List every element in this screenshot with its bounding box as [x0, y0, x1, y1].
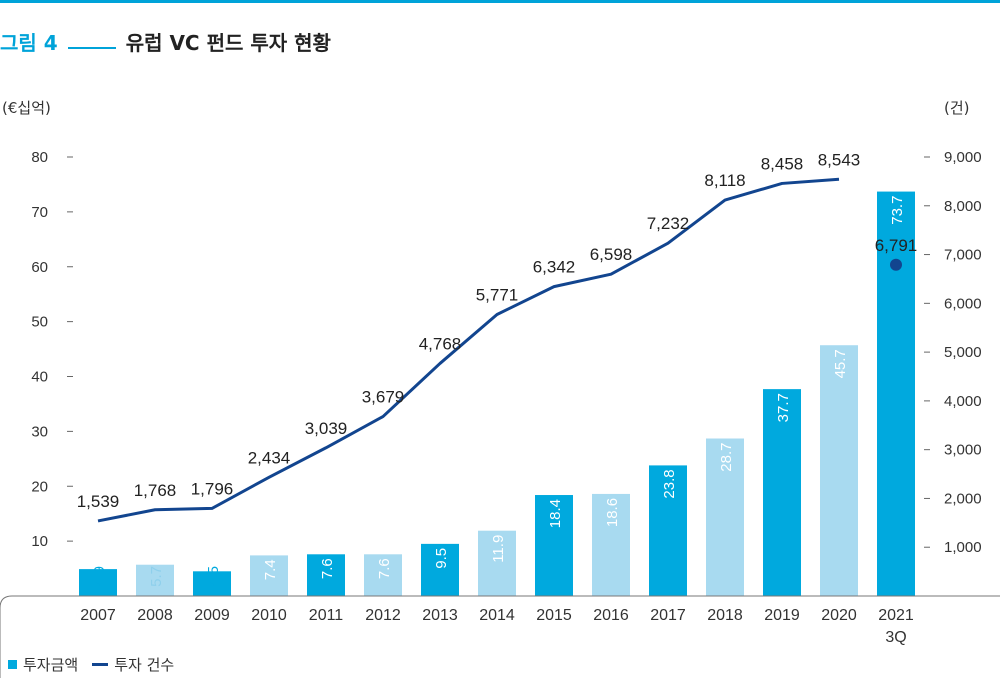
- right-axis-tick-label: 2,000: [944, 490, 982, 507]
- bar-value-label: 9.5: [433, 548, 450, 569]
- x-axis-category-label: 2008: [137, 607, 173, 624]
- line-value-label: 1,796: [191, 479, 234, 498]
- top-rule: [0, 0, 1000, 3]
- bar: [649, 465, 687, 596]
- left-axis-tick-label: 10: [31, 533, 48, 550]
- x-axis-category-label: 2016: [593, 607, 629, 624]
- bar-value-label: 4.9: [91, 566, 108, 587]
- x-axis-category-label: 2019: [764, 607, 800, 624]
- bar: [250, 555, 288, 596]
- bar: [820, 345, 858, 596]
- legend-line-swatch: [92, 663, 109, 666]
- line-series: [97, 177, 840, 523]
- line-value-label: 3,039: [305, 419, 348, 438]
- left-axis-tick-label: 60: [31, 259, 48, 276]
- bar: [136, 564, 174, 596]
- bar-value-label: 7.4: [262, 559, 279, 580]
- left-axis-tick-label: 40: [31, 369, 48, 386]
- bar-value-label: 11.9: [490, 535, 507, 563]
- bar: [193, 571, 231, 596]
- x-axis-category-label: 2011: [309, 607, 344, 624]
- figure-number: 그림 4: [0, 30, 58, 55]
- bar: [79, 569, 117, 596]
- right-axis-tick-label: 6,000: [944, 295, 982, 312]
- legend-bar-swatch: [8, 660, 17, 669]
- bar: [364, 554, 402, 596]
- line-value-label: 6,598: [590, 245, 633, 264]
- x-axis-category-label: 2017: [650, 607, 686, 624]
- right-axis-tick-label: 7,000: [944, 247, 982, 264]
- x-axis-category-label: 2010: [251, 607, 287, 624]
- left-axis-unit: (€십억): [2, 99, 51, 117]
- bar-value-label: 7.6: [376, 558, 393, 579]
- legend-line-label: 투자 건수: [114, 656, 175, 674]
- x-axis-category-label: 2012: [365, 607, 401, 624]
- line-value-label: 3,679: [362, 388, 405, 407]
- bar-value-label: 7.6: [319, 558, 336, 579]
- line-value-label: 6,342: [533, 258, 576, 277]
- left-axis-tick-label: 80: [31, 149, 48, 166]
- bar: [706, 438, 744, 596]
- bar-value-label: 18.6: [604, 498, 621, 527]
- bar: [421, 543, 459, 596]
- legend: 투자금액 투자 건수: [8, 654, 174, 675]
- x-axis-category-label: 3Q: [885, 629, 906, 646]
- x-axis-category-label: 2018: [707, 607, 743, 624]
- line-value-label: 7,232: [647, 214, 690, 233]
- x-axis-category-label: 2020: [821, 607, 857, 624]
- line-value-label: 8,118: [704, 171, 745, 190]
- bar-value-label: 18.4: [547, 499, 564, 528]
- bar: [763, 389, 801, 596]
- left-axis-tick-label: 50: [31, 314, 48, 331]
- line-value-label: 5,771: [476, 286, 519, 305]
- right-axis-tick-label: 5,000: [944, 344, 982, 361]
- line-value-label: 2,434: [248, 448, 291, 467]
- bar: [478, 530, 516, 596]
- bar: [535, 495, 573, 596]
- bar-value-label: 45.7: [832, 349, 849, 378]
- right-axis-tick-label: 1,000: [944, 539, 982, 556]
- x-axis-category-label: 2015: [536, 607, 572, 624]
- line-value-label: 8,458: [761, 154, 804, 173]
- right-axis-tick-label: 3,000: [944, 442, 982, 459]
- bar-value-label: 37.7: [775, 393, 792, 422]
- right-axis-unit: (건): [944, 99, 970, 117]
- bar-value-label: 23.8: [661, 469, 678, 498]
- line-value-label: 1,768: [134, 481, 177, 500]
- bar: [592, 493, 630, 596]
- figure-title: 유럽 VC 펀드 투자 현황: [125, 30, 331, 55]
- bar-value-label: 5.7: [148, 566, 165, 587]
- x-axis-baseline: [0, 595, 1000, 678]
- x-axis-category-label: 2007: [80, 607, 116, 624]
- x-axis-category-label: 2013: [422, 607, 458, 624]
- left-axis-tick-label: 70: [31, 204, 48, 221]
- right-axis-tick-label: 9,000: [944, 149, 982, 166]
- x-axis-category-label: 2021: [878, 607, 914, 624]
- bar-value-label: 4.5: [205, 566, 222, 587]
- right-axis-tick-label: 4,000: [944, 393, 982, 410]
- bar: [307, 554, 345, 596]
- left-axis-tick-label: 30: [31, 423, 48, 440]
- line-value-label: 1,539: [77, 492, 120, 511]
- bar-value-label: 73.7: [889, 196, 906, 225]
- line-value-label: 4,768: [419, 334, 462, 353]
- legend-bar-label: 투자금액: [23, 656, 79, 674]
- point-value-label: 6,791: [875, 236, 918, 255]
- bar-value-label: 28.7: [718, 443, 735, 472]
- figure-header: 그림 4 유럽 VC 펀드 투자 현황: [0, 26, 331, 56]
- line-point-2021: [890, 258, 902, 271]
- left-axis-tick-label: 20: [31, 478, 48, 495]
- x-axis-category-label: 2014: [479, 607, 515, 624]
- x-axis-category-label: 2009: [194, 607, 230, 624]
- right-axis-tick-label: 8,000: [944, 198, 982, 215]
- title-underline: [67, 47, 116, 49]
- line-value-label: 8,543: [818, 150, 861, 169]
